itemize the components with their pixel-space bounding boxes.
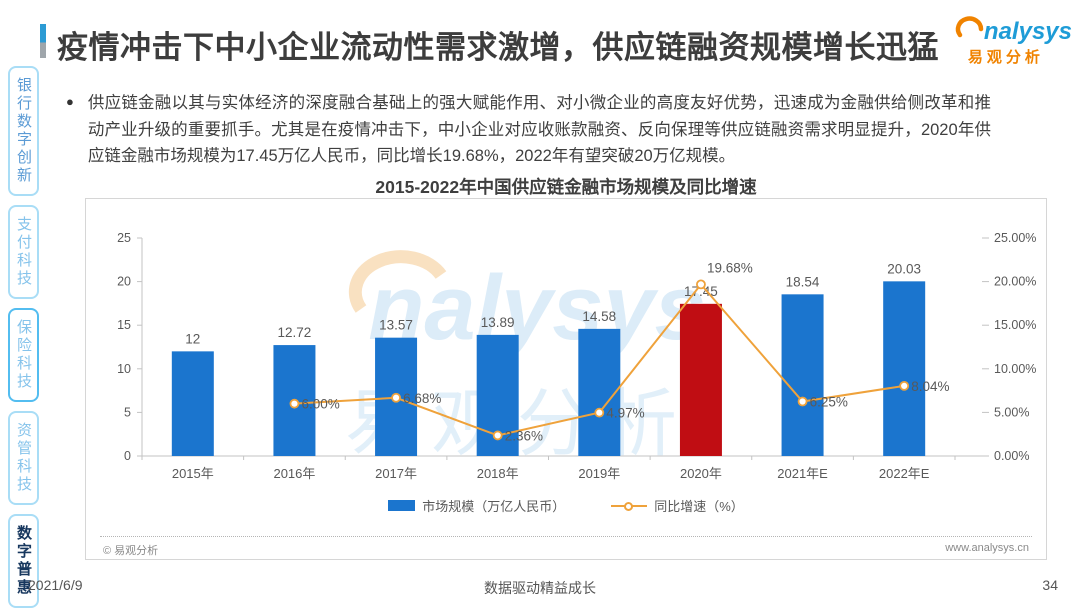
legend-item-growth: 同比增速（%） xyxy=(611,496,744,515)
line-point-label: 6.25% xyxy=(810,395,848,410)
left-axis-tick-label: 5 xyxy=(124,405,131,419)
chart-canvas: nalysys易观分析05101520250.00%5.00%10.00%15.… xyxy=(87,199,1045,489)
legend-label-market-size: 市场规模（万亿人民币） xyxy=(422,499,566,514)
bar-2019年 xyxy=(578,328,621,456)
bar-2021年E xyxy=(781,294,824,456)
line-point-label: 6.68% xyxy=(403,391,441,406)
bar-swatch xyxy=(388,500,416,511)
summary-bullet: ● 供应链金融以其与实体经济的深度融合基础上的强大赋能作用、对小微企业的高度友好… xyxy=(66,90,991,170)
chart-footer: © 易观分析 www.analysys.cn xyxy=(103,542,1029,558)
footer-page-number: 34 xyxy=(1042,577,1058,593)
legend-item-market-size: 市场规模（万亿人民币） xyxy=(388,496,565,515)
right-axis-tick-label: 15.00% xyxy=(994,318,1036,332)
chart-plot: nalysys易观分析05101520250.00%5.00%10.00%15.… xyxy=(117,231,1036,481)
line-point-label: 4.97% xyxy=(606,406,644,421)
bar-2015年 xyxy=(171,351,214,456)
chart-website: www.analysys.cn xyxy=(945,542,1029,554)
logo-swoosh-icon xyxy=(954,12,984,44)
x-axis-category-label: 2016年 xyxy=(273,466,315,481)
line-point-label: 2.36% xyxy=(505,428,543,443)
bar-label: 13.57 xyxy=(379,318,413,333)
title-accent-bar xyxy=(40,24,46,58)
x-axis-category-label: 2018年 xyxy=(477,466,519,481)
legend-label-growth: 同比增速（%） xyxy=(654,499,744,514)
slide-header: 疫情冲击下中小企业流动性需求激增，供应链融资规模增长迅猛 xyxy=(40,22,939,67)
x-axis-category-label: 2015年 xyxy=(172,466,214,481)
left-axis-tick-label: 20 xyxy=(117,275,131,289)
sidebar-tab-5[interactable]: 数字普惠 xyxy=(8,514,39,608)
sidebar-tab-3[interactable]: 保险科技 xyxy=(8,308,39,402)
sidebar: 银行数字创新支付科技保险科技资管科技数字普惠 xyxy=(5,66,42,608)
line-marker xyxy=(391,392,401,403)
line-swatch xyxy=(611,501,648,511)
right-axis-tick-label: 20.00% xyxy=(994,275,1036,289)
line-marker xyxy=(289,398,300,409)
sidebar-tab-4[interactable]: 资管科技 xyxy=(8,411,39,505)
line-marker xyxy=(797,396,808,407)
x-axis-category-label: 2021年E xyxy=(777,466,828,481)
logo-brand-latin: nalysys xyxy=(983,18,1072,45)
right-axis-tick-label: 25.00% xyxy=(994,231,1036,245)
left-axis-tick-label: 25 xyxy=(117,231,131,245)
bullet-marker: ● xyxy=(66,94,74,109)
line-marker xyxy=(899,380,910,391)
line-marker xyxy=(594,407,605,418)
bar-label: 18.54 xyxy=(786,274,820,289)
right-axis-tick-label: 10.00% xyxy=(994,362,1036,376)
chart-copyright: © 易观分析 xyxy=(103,545,159,557)
sidebar-tab-1[interactable]: 银行数字创新 xyxy=(8,66,39,196)
footer-date: 2021/6/9 xyxy=(28,577,83,593)
chart-container: nalysys易观分析05101520250.00%5.00%10.00%15.… xyxy=(85,198,1047,560)
chart-legend: 市场规模（万亿人民币） 同比增速（%） xyxy=(86,496,1046,515)
bar-2020年 xyxy=(679,303,722,456)
line-marker xyxy=(696,279,706,290)
line-point-label: 8.04% xyxy=(911,379,949,394)
left-axis-tick-label: 15 xyxy=(117,318,131,332)
chart-footer-divider xyxy=(100,536,1032,537)
analysys-logo: nalysys 易观分析 xyxy=(954,12,1072,67)
logo-brand-cn: 易观分析 xyxy=(967,49,1044,66)
watermark-brand: nalysys xyxy=(368,257,706,359)
line-point-label: 19.68% xyxy=(707,260,753,275)
line-point-label: 6.00% xyxy=(301,397,339,412)
right-axis-tick-label: 5.00% xyxy=(994,405,1029,419)
footer-slogan: 数据驱动精益成长 xyxy=(484,580,596,596)
x-axis-category-label: 2017年 xyxy=(375,466,417,481)
bar-label: 12.72 xyxy=(278,325,312,340)
left-axis-tick-label: 10 xyxy=(117,362,131,376)
summary-text: 供应链金融以其与实体经济的深度融合基础上的强大赋能作用、对小微企业的高度友好优势… xyxy=(87,94,991,166)
chart-title: 2015-2022年中国供应链金融市场规模及同比增速 xyxy=(375,177,757,197)
x-axis-category-label: 2019年 xyxy=(578,466,620,481)
line-marker xyxy=(492,430,503,441)
watermark-swoosh-icon xyxy=(348,250,447,313)
sidebar-tab-2[interactable]: 支付科技 xyxy=(8,205,39,299)
x-axis-category-label: 2022年E xyxy=(879,466,930,481)
bar-label: 14.58 xyxy=(582,309,616,324)
page-title: 疫情冲击下中小企业流动性需求激增，供应链融资规模增长迅猛 xyxy=(57,30,939,65)
left-axis-tick-label: 0 xyxy=(124,449,131,463)
bar-label: 20.03 xyxy=(887,261,921,276)
bar-label: 13.89 xyxy=(481,315,515,330)
bar-2022年E xyxy=(883,281,926,456)
x-axis-category-label: 2020年 xyxy=(680,466,722,481)
bar-label: 12 xyxy=(185,331,200,346)
right-axis-tick-label: 0.00% xyxy=(994,449,1029,463)
